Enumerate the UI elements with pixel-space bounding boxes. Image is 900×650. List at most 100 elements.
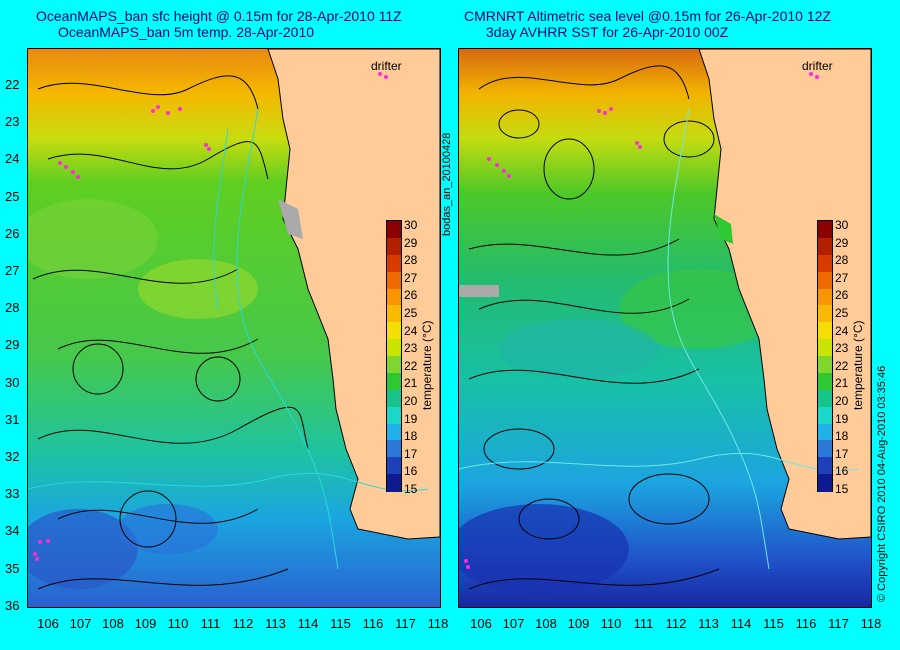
latitude-tick-label: 22 — [5, 77, 20, 92]
colorbar-tick-label: 16 — [835, 464, 849, 479]
colorbar-tick-label: 21 — [835, 376, 849, 391]
longitude-tick-label: 106 — [470, 616, 492, 631]
colorbar-segment — [387, 271, 401, 289]
left-drifter-label: drifter — [371, 59, 402, 73]
longitude-tick-label: 109 — [134, 616, 157, 631]
colorbar-segment — [387, 457, 401, 475]
longitude-tick-label: 114 — [730, 616, 752, 631]
longitude-tick-label: 106 — [37, 616, 59, 631]
copyright-label: © Copyright CSIRO 2010 04-Aug-2010 03:35… — [876, 365, 888, 602]
colorbar-tick-label: 26 — [404, 288, 418, 303]
longitude-tick-label: 115 — [330, 616, 351, 631]
colorbar-tick-label: 24 — [404, 323, 418, 338]
colorbar-segment — [387, 389, 401, 408]
colorbar-segment — [818, 423, 832, 441]
colorbar-tick-label: 25 — [835, 306, 849, 320]
left-title-line2: OceanMAPS_ban 5m temp. 28-Apr-2010 — [58, 24, 315, 40]
right-colorbar — [817, 220, 833, 492]
colorbar-segment — [818, 254, 832, 273]
colorbar-segment — [818, 339, 832, 357]
colorbar-tick-label: 17 — [835, 446, 849, 461]
colorbar-segment — [387, 288, 401, 306]
colorbar-tick-label: 25 — [404, 306, 418, 320]
colorbar-tick-label: 15 — [835, 482, 849, 496]
longitude-tick-label: 110 — [167, 616, 189, 631]
right-panel-title: CMRNRT Altimetric sea level @0.15m for 2… — [464, 8, 831, 40]
colorbar-tick-label: 26 — [835, 288, 849, 303]
longitude-tick-label: 117 — [828, 616, 849, 631]
left-colorbar — [386, 220, 402, 492]
longitude-tick-label: 117 — [395, 616, 416, 631]
longitude-tick-label: 107 — [502, 616, 525, 631]
longitude-tick-label: 109 — [567, 616, 590, 631]
longitude-tick-label: 111 — [633, 616, 654, 631]
longitude-tick-label: 112 — [665, 616, 687, 631]
colorbar-segment — [387, 322, 401, 340]
colorbar-tick-label: 21 — [404, 376, 418, 391]
colorbar-segment — [818, 372, 832, 391]
right-title-line2: 3day AVHRR SST for 26-Apr-2010 00Z — [486, 24, 729, 40]
latitude-tick-label: 28 — [5, 300, 20, 316]
colorbar-tick-label: 19 — [404, 411, 418, 426]
latitude-tick-label: 27 — [5, 263, 20, 278]
colorbar-segment — [818, 237, 832, 256]
colorbar-tick-label: 19 — [835, 411, 849, 426]
longitude-tick-label: 113 — [265, 616, 286, 631]
colorbar-tick-label: 22 — [835, 358, 849, 373]
latitude-tick-label: 34 — [5, 523, 20, 539]
colorbar-tick-label: 16 — [404, 464, 418, 479]
colorbar-segment — [387, 221, 401, 239]
right-drifter-label: drifter — [802, 59, 833, 73]
colorbar-segment — [387, 254, 401, 273]
right-title-line1: CMRNRT Altimetric sea level @0.15m for 2… — [464, 8, 831, 24]
colorbar-segment — [387, 440, 401, 458]
colorbar-segment — [818, 474, 832, 492]
longitude-tick-label: 115 — [763, 616, 784, 631]
longitude-tick-label: 108 — [535, 616, 557, 631]
right-sst-map — [459, 49, 871, 607]
latitude-tick-label: 25 — [5, 188, 20, 204]
colorbar-segment — [818, 288, 832, 306]
colorbar-segment — [387, 339, 401, 357]
left-colorbar-label: temperature (°C) — [420, 320, 434, 411]
colorbar-segment — [818, 271, 832, 289]
colorbar-tick-label: 29 — [835, 235, 849, 250]
colorbar-segment — [387, 305, 401, 323]
latitude-tick-label: 35 — [5, 560, 20, 576]
colorbar-tick-label: 30 — [404, 218, 418, 232]
left-title-line1: OceanMAPS_ban sfc height @ 0.15m for 28-… — [36, 8, 402, 24]
colorbar-tick-label: 15 — [404, 482, 418, 496]
colorbar-tick-label: 27 — [835, 270, 849, 285]
latitude-tick-label: 33 — [5, 486, 20, 502]
colorbar-segment — [818, 406, 832, 424]
colorbar-tick-label: 20 — [404, 394, 418, 408]
longitude-tick-label: 113 — [698, 616, 719, 631]
longitude-tick-label: 114 — [297, 616, 319, 631]
longitude-tick-label: 118 — [860, 616, 882, 631]
colorbar-tick-label: 23 — [835, 341, 849, 356]
colorbar-tick-label: 18 — [404, 429, 418, 444]
latitude-tick-label: 24 — [5, 151, 20, 167]
colorbar-segment — [818, 457, 832, 475]
run-id-label: bodas_an_20100428 — [441, 132, 453, 236]
colorbar-segment — [818, 305, 832, 323]
longitude-tick-label: 118 — [427, 616, 449, 631]
colorbar-tick-label: 30 — [835, 218, 849, 232]
longitude-tick-label: 110 — [600, 616, 622, 631]
colorbar-tick-label: 28 — [835, 253, 849, 268]
longitude-tick-label: 108 — [102, 616, 124, 631]
colorbar-tick-label: 27 — [404, 270, 418, 285]
left-map-panel: drifter — [27, 48, 441, 608]
colorbar-segment — [818, 221, 832, 239]
colorbar-tick-label: 29 — [404, 235, 418, 250]
latitude-tick-label: 32 — [5, 449, 20, 464]
latitude-tick-label: 29 — [5, 337, 20, 353]
left-panel-title: OceanMAPS_ban sfc height @ 0.15m for 28-… — [36, 8, 402, 40]
longitude-tick-label: 116 — [362, 616, 384, 631]
colorbar-tick-label: 20 — [835, 394, 849, 408]
colorbar-segment — [818, 440, 832, 458]
left-sst-map — [28, 49, 440, 607]
colorbar-segment — [387, 356, 401, 374]
longitude-tick-label: 112 — [232, 616, 254, 631]
latitude-tick-label: 31 — [5, 411, 20, 427]
